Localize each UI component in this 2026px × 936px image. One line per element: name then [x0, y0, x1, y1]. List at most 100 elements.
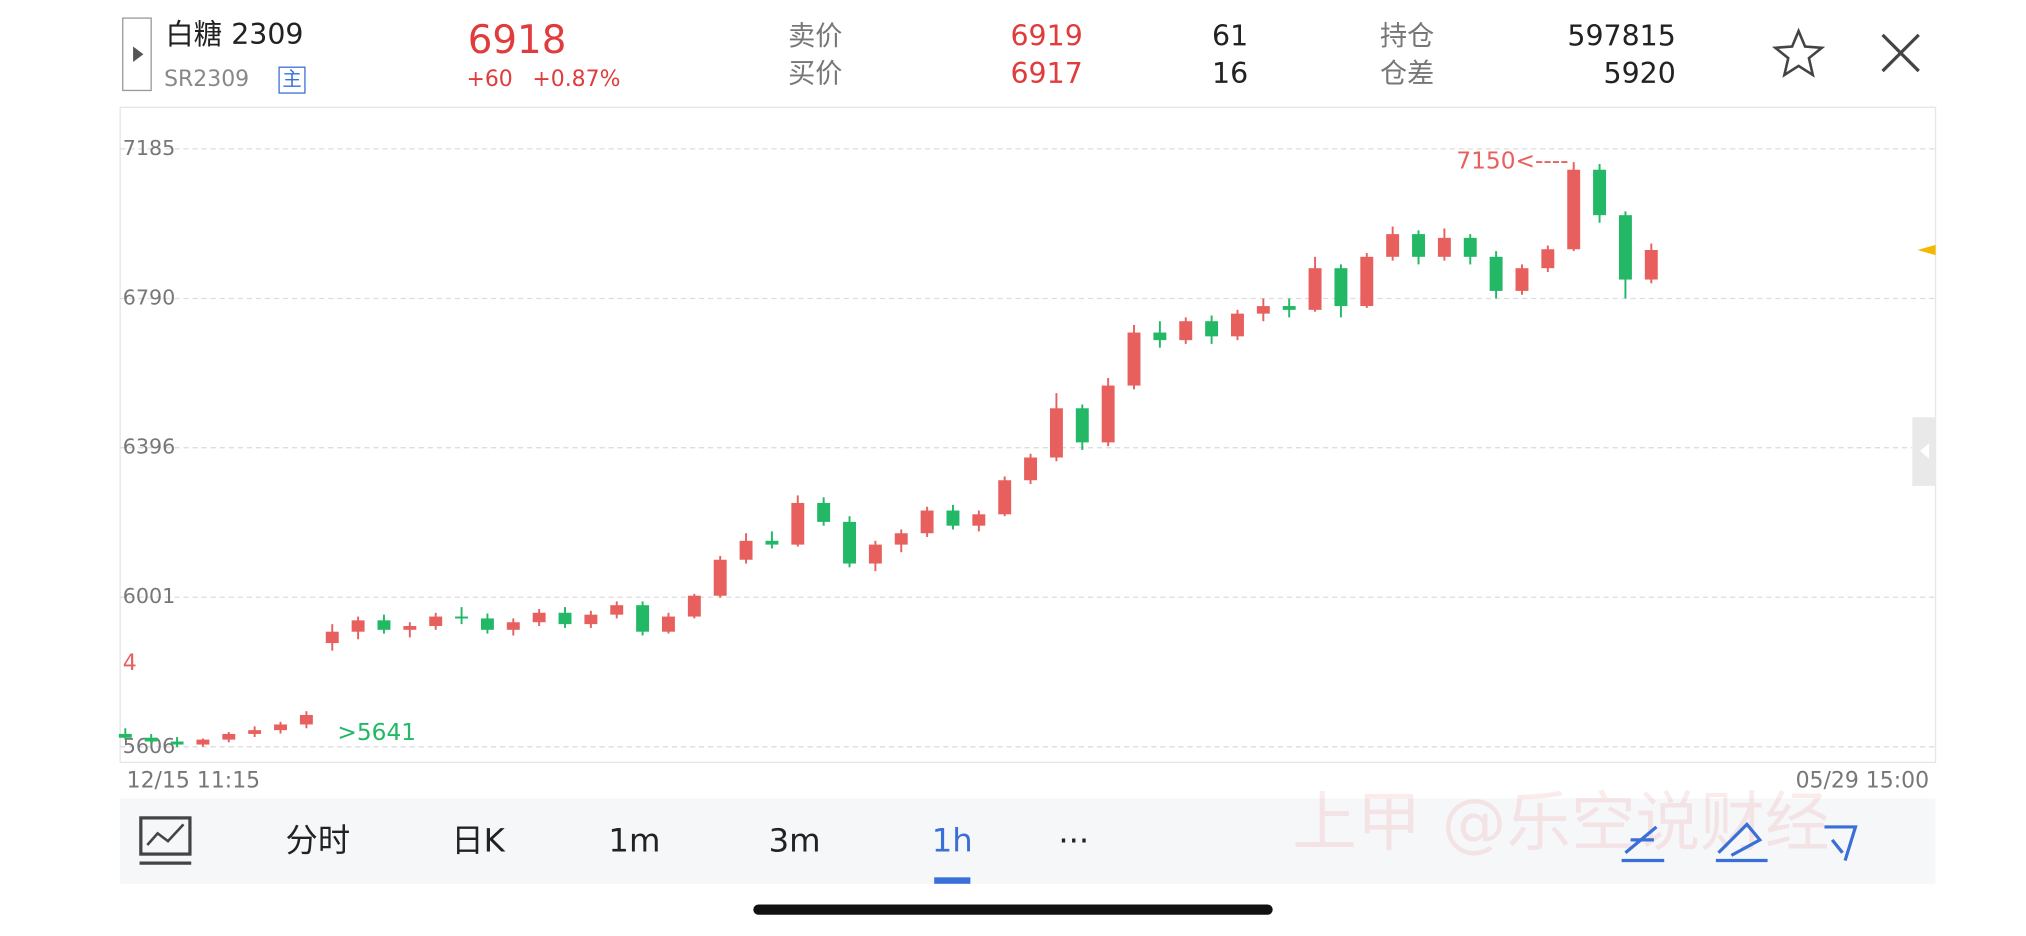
candle-body	[843, 521, 856, 564]
candle-body	[1489, 256, 1503, 291]
candle-body	[868, 544, 882, 564]
candle-body	[1515, 268, 1529, 291]
annotation: 7150<----	[1456, 148, 1568, 175]
y-tick-label: 6001	[123, 584, 176, 608]
candle-body	[1644, 250, 1658, 280]
candle-body	[455, 616, 469, 619]
tab-underline	[934, 877, 971, 884]
expand-icon	[133, 46, 144, 63]
chart-type-button[interactable]	[139, 816, 192, 865]
candle-body	[1075, 408, 1089, 443]
candle-body	[222, 733, 236, 740]
candle-body	[636, 605, 650, 632]
candle-body	[1386, 234, 1400, 257]
contract-name: 白糖 2309	[165, 18, 303, 51]
candle-body	[1049, 408, 1063, 458]
candle-body	[1153, 332, 1167, 341]
side-marker: 4	[123, 651, 137, 676]
candle-body	[1101, 385, 1115, 443]
candle-body	[1463, 237, 1477, 257]
watermark: 上甲 @乐空说财经	[1292, 786, 1829, 861]
draw-tools[interactable]	[1621, 821, 1858, 863]
candle-body	[532, 612, 546, 623]
candle-body	[1334, 268, 1348, 307]
candle-body	[1024, 457, 1038, 481]
candle-body	[584, 614, 598, 625]
candle-body	[1412, 234, 1425, 257]
candle-body	[196, 739, 210, 745]
x-end: 05/29 15:00	[1796, 769, 1930, 794]
candle-body	[1127, 332, 1141, 386]
oi-label: 持仓	[1380, 21, 1434, 52]
tabs: 分时 日K 1m 3m 1h ···	[286, 821, 1089, 884]
tab[interactable]: ···	[1058, 821, 1089, 859]
favorite-button[interactable]	[1771, 27, 1826, 78]
candle-body	[170, 741, 184, 745]
candle-body	[662, 616, 675, 632]
candle-body	[1437, 237, 1451, 257]
badge-box	[278, 66, 306, 94]
candle-body	[325, 631, 339, 644]
candle-body	[920, 510, 934, 534]
candle-body	[765, 540, 779, 545]
icon-frame	[139, 816, 192, 856]
tab[interactable]: 1h	[932, 821, 973, 859]
candle-body	[1541, 249, 1555, 269]
tab[interactable]: 日K	[451, 821, 505, 859]
candle-body	[506, 622, 520, 630]
candle-body	[1256, 306, 1270, 314]
candle-body	[610, 605, 624, 615]
candle-body	[1282, 306, 1296, 310]
candle-body	[1593, 169, 1607, 216]
candle-body	[558, 612, 572, 625]
tool-2[interactable]	[1715, 821, 1768, 863]
tab[interactable]: 1m	[608, 821, 660, 859]
candle-body	[713, 559, 727, 596]
candle-body	[429, 616, 443, 627]
candle-body	[946, 510, 960, 526]
side-tab-icon	[1920, 443, 1930, 459]
bid-label: 买价	[788, 58, 842, 89]
ask-label: 卖价	[788, 21, 842, 52]
y-tick-label: 7185	[123, 136, 176, 160]
oi-change: 5920	[1604, 57, 1676, 90]
oi-change-label: 仓差	[1380, 58, 1434, 89]
contract-code: SR2309	[164, 67, 249, 92]
candle-body	[403, 626, 417, 630]
candle-body	[144, 737, 158, 742]
tool-1[interactable]	[1621, 825, 1665, 863]
last-price: 6918	[468, 18, 567, 63]
candle-body	[248, 730, 262, 734]
annotation: >5641	[337, 719, 416, 746]
candle-body	[1205, 321, 1219, 337]
tab[interactable]: 3m	[769, 821, 821, 859]
candle-body	[351, 620, 365, 632]
icon-line	[146, 823, 185, 846]
candle-body	[1360, 256, 1374, 307]
candle-body	[1308, 268, 1322, 310]
ask-price: 6919	[1010, 19, 1082, 52]
x-start: 12/15 11:15	[127, 769, 261, 794]
tab[interactable]: 分时	[286, 821, 351, 859]
candle-body	[480, 618, 494, 630]
candle-body	[998, 480, 1012, 515]
chart-frame	[119, 106, 1937, 763]
candle-body	[1179, 321, 1193, 341]
close-button[interactable]	[1881, 33, 1920, 73]
candle-body	[972, 514, 986, 526]
ask-volume: 61	[1212, 19, 1248, 52]
home-indicator	[753, 904, 1273, 915]
bid-volume: 16	[1212, 57, 1248, 90]
candle-body	[118, 733, 132, 738]
candle-body	[274, 724, 287, 731]
tool-3[interactable]	[1824, 825, 1858, 862]
candle-body	[299, 715, 313, 725]
change-pct: +0.87%	[532, 67, 620, 92]
candle-body	[791, 502, 805, 545]
change: +60	[466, 67, 512, 92]
y-tick-label: 6396	[123, 435, 176, 459]
candle-body	[687, 595, 701, 617]
bid-price: 6917	[1010, 57, 1082, 90]
